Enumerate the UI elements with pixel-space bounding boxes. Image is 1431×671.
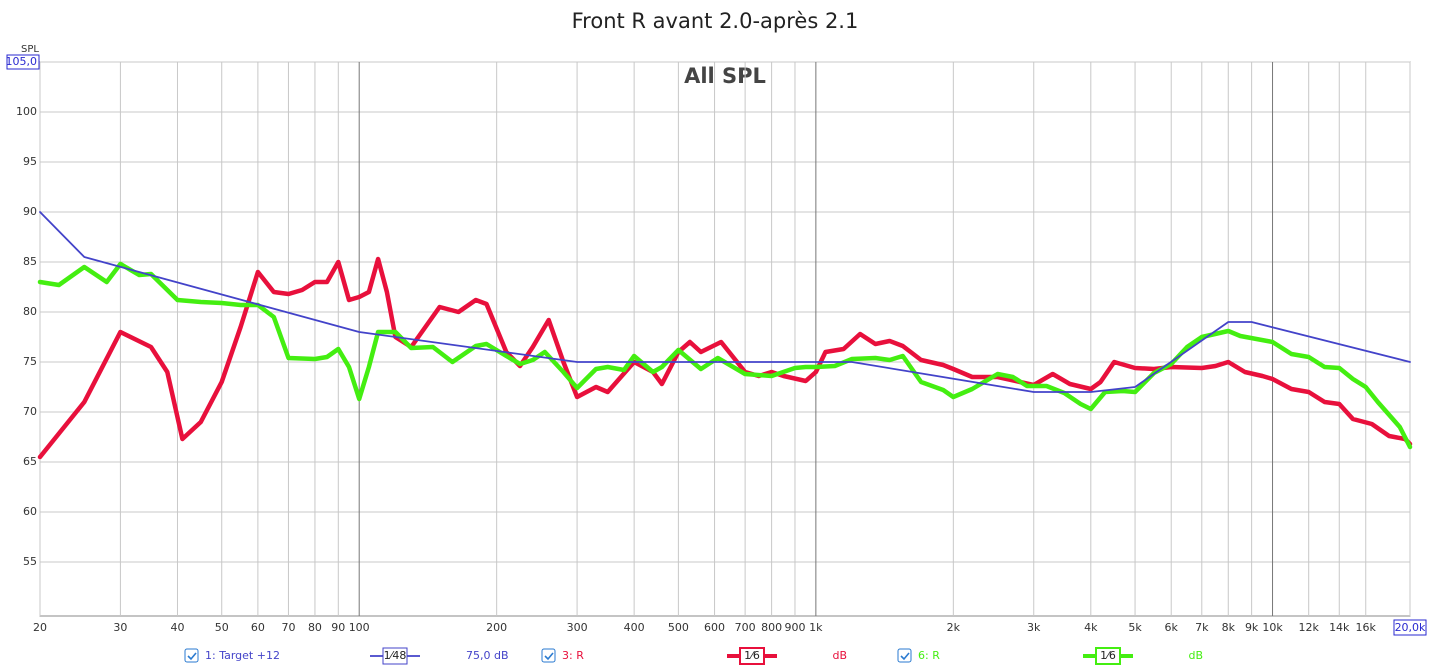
x-tick-label: 900	[784, 621, 805, 634]
x-tick-label: 600	[704, 621, 725, 634]
x-tick-label: 6k	[1165, 621, 1179, 634]
legend-label: 1: Target +12	[205, 649, 280, 662]
y-tick-label: 100	[16, 105, 37, 118]
x-tick-label: 400	[624, 621, 645, 634]
x-tick-label: 60	[251, 621, 265, 634]
x-tick-label: 9k	[1245, 621, 1259, 634]
x-tick-label: 14k	[1329, 621, 1350, 634]
legend-label: 3: R	[562, 649, 584, 662]
x-tick-label: 20,0k	[1395, 621, 1426, 634]
smoothing-label: 1⁄48	[384, 649, 407, 662]
x-tick-label: 4k	[1084, 621, 1098, 634]
x-tick-label: 700	[735, 621, 756, 634]
chart-title: Front R avant 2.0-après 2.1	[572, 9, 859, 33]
x-tick-label: 500	[668, 621, 689, 634]
x-tick-label: 2k	[947, 621, 961, 634]
y-tick-label: 90	[23, 205, 37, 218]
y-tick-label: 95	[23, 155, 37, 168]
smoothing-box[interactable]	[739, 647, 765, 665]
x-tick-label: 100	[349, 621, 370, 634]
y-tick-label: 55	[23, 555, 37, 568]
x-tick-label: 5k	[1128, 621, 1142, 634]
x-tick-label: 20	[33, 621, 47, 634]
smoothing-box[interactable]	[1095, 647, 1121, 665]
x-tick-label: 90	[331, 621, 345, 634]
y-tick-label: 60	[23, 505, 37, 518]
smoothing-label: 1⁄6	[1100, 649, 1116, 662]
offset-label: dB	[1188, 649, 1203, 662]
x-tick-label: 800	[761, 621, 782, 634]
checkmark	[900, 652, 910, 661]
legend-checkbox[interactable]	[184, 648, 199, 663]
x-limit-box	[1393, 619, 1427, 636]
offset-label: 75,0 dB	[466, 649, 509, 662]
x-tick-label: 7k	[1195, 621, 1209, 634]
legend-checkbox[interactable]	[541, 648, 556, 663]
annotation: All SPL	[684, 64, 766, 88]
series-line	[37, 256, 1413, 460]
x-tick-label: 50	[215, 621, 229, 634]
legend-label: 6: R	[918, 649, 940, 662]
plot-area	[39, 61, 1411, 617]
x-tick-label: 16k	[1356, 621, 1377, 634]
x-tick-label: 200	[486, 621, 507, 634]
series-line	[39, 211, 1411, 393]
y-axis-label: SPL	[21, 44, 39, 55]
checkmark	[544, 652, 554, 661]
y-tick-label: 85	[23, 255, 37, 268]
checkmark	[187, 652, 197, 661]
y-tick-label: 70	[23, 405, 37, 418]
x-tick-label: 3k	[1027, 621, 1041, 634]
x-tick-label: 8k	[1222, 621, 1236, 634]
legend-checkbox[interactable]	[897, 648, 912, 663]
y-tick-label: 105,0	[6, 55, 38, 68]
y-tick-label: 80	[23, 305, 37, 318]
smoothing-box[interactable]	[382, 647, 408, 665]
x-tick-label: 1k	[809, 621, 823, 634]
x-tick-label: 30	[113, 621, 127, 634]
y-tick-label: 75	[23, 355, 37, 368]
y-tick-label: 65	[23, 455, 37, 468]
offset-label: dB	[832, 649, 847, 662]
x-tick-label: 10k	[1262, 621, 1283, 634]
x-tick-label: 80	[308, 621, 322, 634]
smoothing-label: 1⁄6	[744, 649, 760, 662]
x-tick-label: 70	[281, 621, 295, 634]
x-tick-label: 300	[567, 621, 588, 634]
x-tick-label: 12k	[1299, 621, 1320, 634]
x-tick-label: 40	[170, 621, 184, 634]
y-limit-box	[6, 54, 40, 70]
